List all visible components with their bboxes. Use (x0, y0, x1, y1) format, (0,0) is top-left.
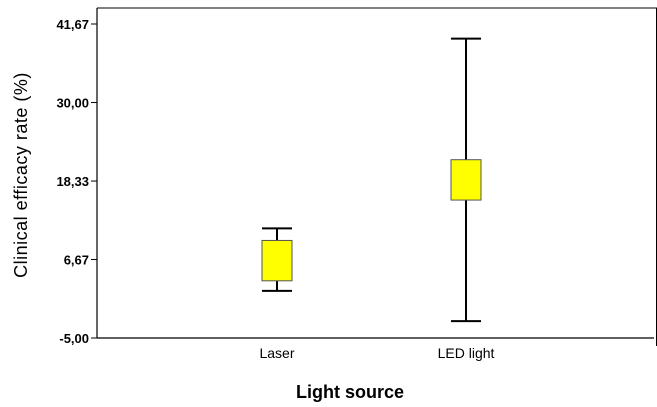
x-axis-title: Light source (296, 382, 404, 402)
y-tick-label: 18,33 (56, 174, 89, 189)
x-category-label: LED light (438, 345, 495, 361)
y-axis-title: Clinical efficacy rate (%) (11, 72, 31, 278)
y-tick-label: 6,67 (64, 252, 89, 267)
y-tick-label: 30,00 (56, 96, 89, 111)
y-tick-label: -5,00 (59, 331, 89, 346)
x-category-label: Laser (259, 345, 294, 361)
box-led-light (450, 159, 482, 201)
box-laser (261, 239, 293, 282)
y-tick-label: 41,67 (56, 17, 89, 32)
